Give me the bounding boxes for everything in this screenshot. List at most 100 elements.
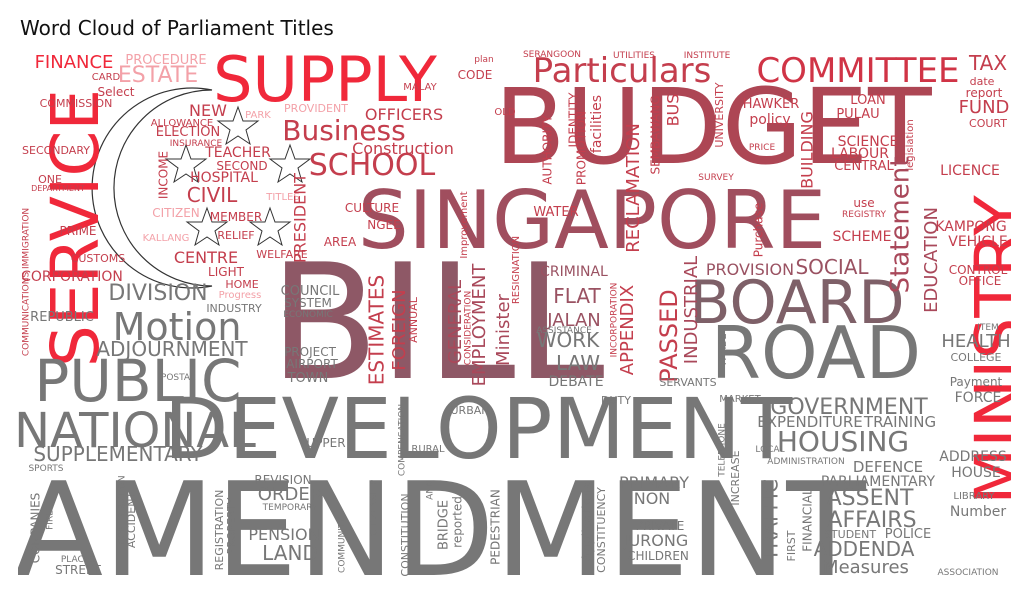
- cloud-word: Construction: [352, 139, 454, 158]
- cloud-word: PULAU: [836, 107, 879, 122]
- cloud-word: ADJOURNMENT: [96, 337, 248, 361]
- cloud-word: LICENCE: [940, 163, 1000, 179]
- word-cloud-canvas: BILLAMENDMENTDEVELOPMENTBUDGETSINGAPORES…: [18, 46, 1011, 582]
- cloud-word: AMENDMENT: [18, 454, 866, 582]
- cloud-word: PARK: [245, 110, 271, 121]
- cloud-word: INCREASE: [729, 450, 742, 505]
- cloud-word: COMMUNICATIONS IMMIGRATION: [22, 208, 32, 356]
- cloud-word: FLAT: [553, 284, 601, 308]
- cloud-word: LIGHT: [208, 265, 245, 279]
- cloud-word: NEW: [189, 101, 227, 120]
- cloud-word: Improvement: [459, 191, 470, 258]
- cloud-word: SEMBAWANG: [649, 95, 663, 174]
- star-icon: [216, 105, 260, 146]
- cloud-word: CIVIL: [187, 183, 238, 207]
- cloud-word: date: [970, 75, 995, 88]
- cloud-word: Select: [97, 85, 134, 99]
- cloud-word: facilities: [589, 95, 605, 153]
- cloud-word: Progress: [219, 290, 262, 301]
- cloud-word: TRADE: [718, 333, 729, 368]
- cloud-word: SURVEY: [698, 173, 734, 183]
- cloud-word: Applications: [581, 482, 596, 562]
- cloud-word: HOSPITAL: [190, 170, 258, 186]
- cloud-word: TITLES: [265, 192, 299, 203]
- cloud-word: GOVERNMENT: [770, 395, 928, 420]
- cloud-word: OFFICERS: [365, 105, 443, 124]
- cloud-word: KAMPONG: [935, 219, 1006, 235]
- cloud-word: UPPER: [306, 436, 345, 450]
- cloud-word: URBAN: [451, 404, 490, 417]
- cloud-word: UNIVERSITY: [713, 82, 726, 148]
- cloud-word: COLLEGE: [950, 351, 1001, 364]
- cloud-word: HEALTH: [941, 331, 1010, 352]
- cloud-word: SERVICE: [37, 89, 114, 367]
- cloud-word: APPENDIX: [617, 285, 638, 375]
- cloud-word: COMPANIES: [29, 493, 43, 564]
- cloud-word: ITEM: [977, 323, 999, 333]
- star-icons: [164, 105, 312, 247]
- cloud-word: PROCEDURE: [125, 53, 206, 68]
- cloud-word: EMPLOYMENT: [469, 263, 490, 387]
- cloud-word: COMMITTEE: [756, 51, 959, 91]
- cloud-word: TOWN: [287, 371, 329, 386]
- cloud-word: FIRE: [46, 510, 56, 530]
- cloud-word: REGISTRY: [842, 210, 886, 220]
- cloud-word: COURT: [969, 117, 1007, 130]
- cloud-word: RESIGNATION: [511, 236, 522, 304]
- cloud-word: TEACHER: [204, 145, 271, 161]
- cloud-word: PROVISION: [706, 260, 794, 279]
- cloud-word: STUDENT: [824, 528, 876, 541]
- cloud-word: LAW: [556, 351, 600, 375]
- cloud-word: PLACES: [61, 555, 96, 565]
- cloud-word: Business: [282, 114, 405, 147]
- cloud-word: ORDER: [258, 484, 322, 505]
- cloud-word: TEMPORARY: [262, 503, 318, 513]
- cloud-word: VEHICLE: [948, 234, 1008, 250]
- cloud-word: CONSTITUENCY: [595, 487, 608, 573]
- crescent-stars-emblem: [91, 87, 312, 289]
- cloud-word: BRIDGE: [437, 500, 452, 550]
- cloud-word: CARD: [92, 72, 121, 83]
- cloud-word: SUPPLY: [213, 46, 437, 116]
- cloud-word: COMMISSION: [40, 97, 113, 110]
- cloud-word: DEVELOPMENT: [164, 380, 793, 478]
- cloud-word: LAND: [262, 541, 318, 565]
- cloud-word: PROVIDENT: [284, 102, 348, 115]
- cloud-word: PROMOTION: [575, 111, 589, 185]
- cloud-word: CUSTOMS: [71, 252, 126, 265]
- cloud-word: PRIMARY: [619, 473, 689, 492]
- cloud-word: HOME: [225, 278, 258, 291]
- cloud-word: COUNCIL: [281, 284, 340, 299]
- cloud-word: ASSENT: [827, 486, 914, 511]
- cloud-word: DIVISION: [108, 281, 207, 306]
- cloud-word: ANN: [426, 480, 436, 500]
- cloud-word: WORK: [537, 328, 600, 352]
- star-icon: [268, 143, 312, 184]
- chart-title: Word Cloud of Parliament Titles: [20, 16, 334, 40]
- cloud-word: SCHEME: [833, 229, 892, 245]
- cloud-word: COMMUNITY: [338, 517, 348, 573]
- cloud-word: KALLANG: [143, 233, 190, 244]
- cloud-word: PRICE: [749, 143, 776, 153]
- cloud-word: DEBATE: [548, 374, 603, 390]
- star-icon: [248, 206, 292, 247]
- cloud-word: PRESIDENT: [291, 173, 310, 263]
- cloud-word: DUTY: [601, 394, 631, 407]
- cloud-word: DEFENCE: [853, 458, 923, 476]
- star-icon: [164, 143, 208, 184]
- cloud-word: ALLOWANCE: [151, 118, 213, 129]
- cloud-word: Measures: [823, 557, 909, 578]
- cloud-word: OLD: [494, 107, 515, 118]
- cloud-word: ESTATE: [118, 63, 198, 88]
- word-cloud: BILL AMENDMENT DEVELOPMENT BUDGET SINGAPORE S…: [18, 46, 1011, 582]
- cloud-word: TAX: [968, 51, 1007, 75]
- cloud-word: HOUSING: [777, 425, 909, 458]
- cloud-word: PROPERTY: [225, 497, 238, 554]
- cloud-word: plan: [474, 55, 493, 65]
- cloud-word: reported: [451, 496, 465, 548]
- cloud-word: legislation: [905, 119, 916, 170]
- cloud-word: ACCIDENT: [125, 492, 138, 549]
- cloud-word: FORCE: [955, 390, 1002, 406]
- cloud-word: CONTRIBUTION: [118, 475, 128, 544]
- cloud-word: CORPORATION: [21, 269, 123, 285]
